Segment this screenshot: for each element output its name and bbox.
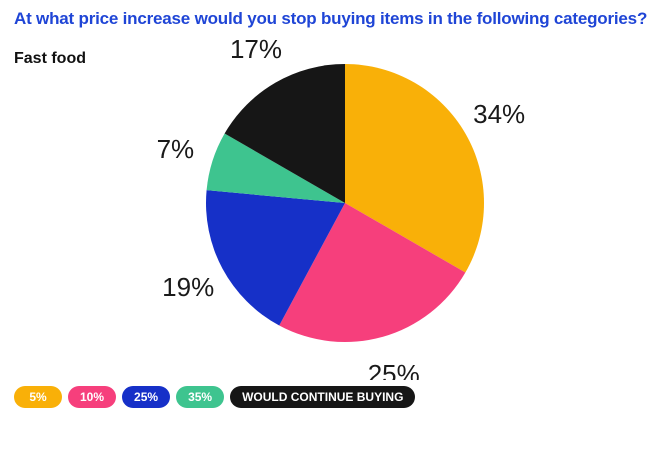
legend-item-25: 25% bbox=[122, 386, 171, 408]
legend: 5% 10% 25% 35% WOULD CONTINUE BUYING bbox=[14, 386, 416, 408]
pie-label-would-continue-buying: 17% bbox=[230, 34, 282, 64]
pie-label-35: 7% bbox=[157, 134, 195, 164]
pie-chart: 34% 25% 19% 7% 17% bbox=[157, 34, 526, 380]
pie-slice-25 bbox=[206, 190, 345, 326]
pie-slices bbox=[206, 64, 484, 342]
pie-label-10: 25% bbox=[368, 359, 420, 380]
pie-labels: 34% 25% 19% 7% 17% bbox=[157, 34, 526, 380]
legend-item-35: 35% bbox=[176, 386, 225, 408]
pie-label-25: 19% bbox=[162, 272, 214, 302]
pie-slice-would-continue-buying bbox=[224, 64, 345, 203]
legend-item-10: 10% bbox=[68, 386, 117, 408]
legend-item-5: 5% bbox=[14, 386, 62, 408]
pie-slice-10 bbox=[279, 203, 466, 342]
pie-label-5: 34% bbox=[473, 99, 525, 129]
pie-slice-5 bbox=[345, 64, 484, 273]
pie-slice-35 bbox=[206, 133, 345, 203]
chart-subtitle: Fast food bbox=[14, 50, 86, 67]
legend-item-would-continue-buying: WOULD CONTINUE BUYING bbox=[230, 386, 416, 408]
chart-title: At what price increase would you stop bu… bbox=[14, 9, 648, 28]
